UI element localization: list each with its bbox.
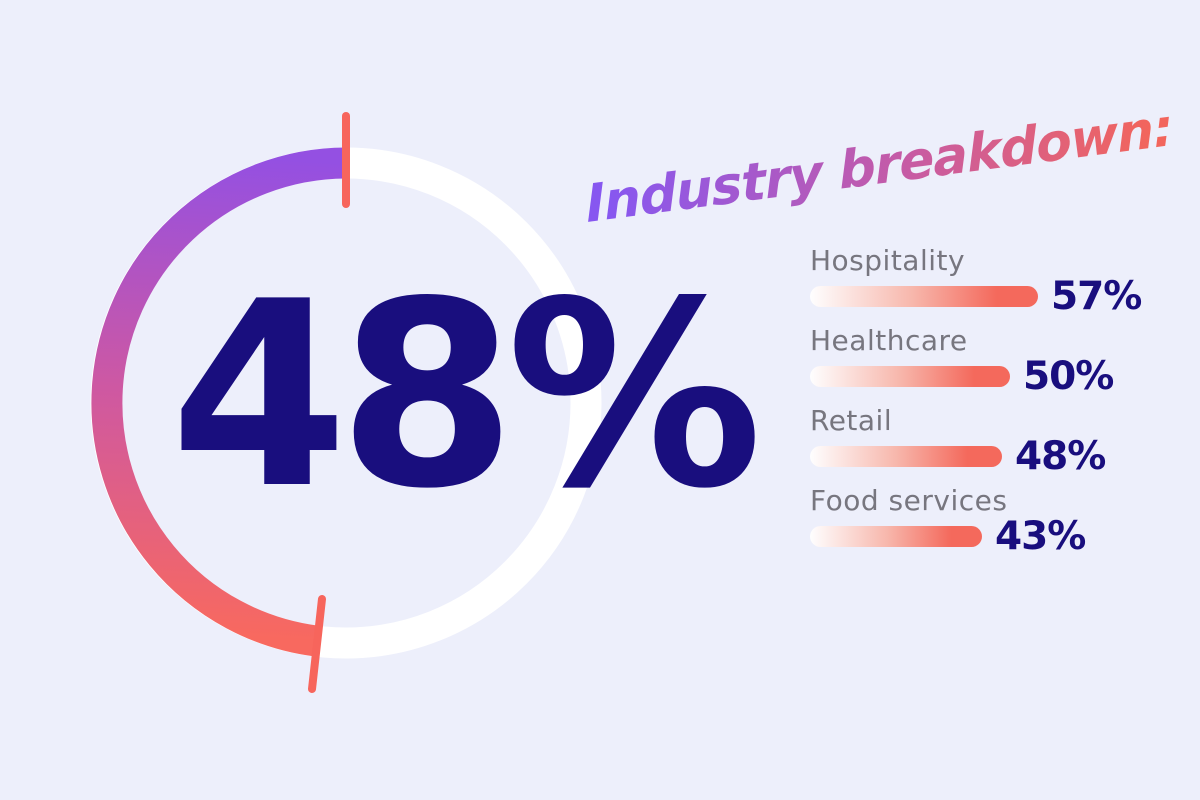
industry-bar-line: 57% [810,274,1150,319]
breakdown-row: Retail 48% [810,404,1150,479]
industry-label: Healthcare [810,324,968,357]
breakdown-list: Hospitality 57% Healthcare 50% Retail 48… [810,246,1150,566]
industry-bar-line: 48% [810,434,1150,479]
industry-value: 43% [995,514,1086,559]
industry-label: Retail [810,404,893,437]
industry-bar [810,446,1002,467]
industry-label: Food services [810,484,1008,517]
industry-bar [810,286,1038,307]
industry-bar [810,366,1010,387]
industry-bar [810,526,982,547]
industry-bar-line: 50% [810,354,1150,399]
gauge-end-tick [308,595,326,693]
breakdown-row: Food services 43% [810,484,1150,559]
breakdown-row: Hospitality 57% [810,244,1150,319]
industry-label: Hospitality [810,244,966,277]
breakdown-row: Healthcare 50% [810,324,1150,399]
industry-value: 50% [1023,354,1114,399]
industry-value: 48% [1015,434,1106,479]
industry-value: 57% [1051,274,1142,319]
gauge-value: 48% [170,247,763,545]
industry-bar-line: 43% [810,514,1150,559]
gauge-progress-arc [91,147,347,657]
